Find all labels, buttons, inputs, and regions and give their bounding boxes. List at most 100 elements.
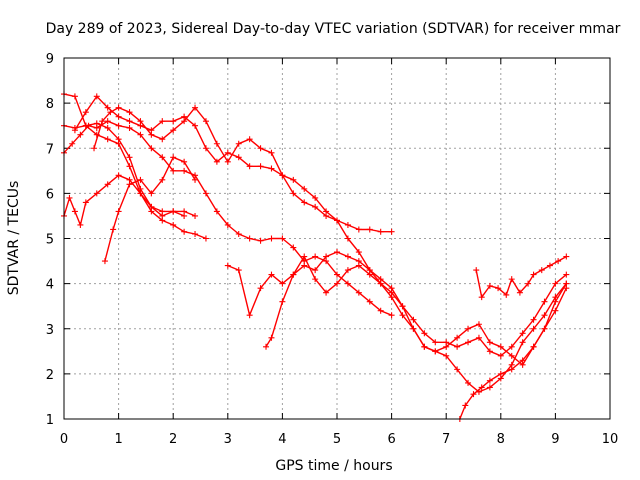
data-point-marker xyxy=(301,262,308,269)
y-axis-title: SDTVAR / TECUs xyxy=(6,181,22,296)
data-point-marker xyxy=(410,325,417,332)
data-point-marker xyxy=(148,127,155,134)
data-point-marker xyxy=(115,208,122,215)
data-point-marker xyxy=(192,212,199,219)
data-point-marker xyxy=(399,312,406,319)
data-point-marker xyxy=(202,235,209,242)
data-point-marker xyxy=(508,366,515,373)
data-point-marker xyxy=(192,104,199,111)
data-series xyxy=(61,91,570,422)
data-point-marker xyxy=(181,212,188,219)
data-point-marker xyxy=(257,145,264,152)
data-point-marker xyxy=(334,217,340,224)
data-point-marker xyxy=(213,208,220,215)
data-point-marker xyxy=(263,343,270,350)
data-point-marker xyxy=(541,298,548,305)
data-point-marker xyxy=(279,235,286,242)
data-point-marker xyxy=(126,154,133,161)
data-point-marker xyxy=(312,253,319,260)
data-point-marker xyxy=(246,312,253,319)
series-track-4 xyxy=(61,172,188,228)
data-point-marker xyxy=(235,140,242,147)
data-point-marker xyxy=(93,124,100,131)
data-point-marker xyxy=(478,384,485,391)
data-point-marker xyxy=(388,312,395,319)
data-point-marker xyxy=(519,330,526,337)
x-tick-label: 3 xyxy=(224,432,232,447)
data-point-marker xyxy=(312,276,319,283)
data-point-marker xyxy=(257,237,264,244)
data-point-marker xyxy=(115,172,122,179)
data-point-marker xyxy=(170,154,177,161)
data-point-marker xyxy=(115,136,122,143)
data-point-marker xyxy=(126,118,133,125)
data-point-marker xyxy=(192,230,199,237)
data-point-marker xyxy=(137,122,144,129)
data-point-marker xyxy=(503,291,510,298)
series-track-5 xyxy=(91,104,395,235)
data-point-marker xyxy=(465,325,472,332)
data-point-marker xyxy=(159,176,166,183)
x-tick-label: 4 xyxy=(278,432,286,447)
data-point-marker xyxy=(355,226,362,233)
data-point-marker xyxy=(486,339,493,346)
data-point-marker xyxy=(82,199,89,206)
data-point-marker xyxy=(538,267,545,274)
data-point-marker xyxy=(290,190,297,197)
data-point-marker xyxy=(465,379,472,386)
data-point-marker xyxy=(93,93,100,100)
data-point-marker xyxy=(246,136,253,143)
series-track-11 xyxy=(473,253,570,301)
series-line xyxy=(63,120,393,316)
data-point-marker xyxy=(77,131,84,138)
data-point-marker xyxy=(137,190,144,197)
series-line xyxy=(74,95,567,357)
data-point-marker xyxy=(486,384,493,391)
data-point-marker xyxy=(301,185,308,192)
data-point-marker xyxy=(344,253,351,260)
data-point-marker xyxy=(279,298,286,305)
data-point-marker xyxy=(137,131,144,138)
data-point-marker xyxy=(170,221,177,228)
data-point-marker xyxy=(192,122,199,129)
data-point-marker xyxy=(82,109,89,116)
x-axis-title: GPS time / hours xyxy=(275,458,392,474)
data-point-marker xyxy=(497,352,504,359)
data-point-marker xyxy=(115,113,122,120)
data-point-marker xyxy=(497,370,504,377)
x-tick-label: 2 xyxy=(169,432,177,447)
data-point-marker xyxy=(85,122,92,129)
data-point-marker xyxy=(541,325,548,332)
data-point-marker xyxy=(170,127,177,134)
data-point-marker xyxy=(552,307,559,314)
data-point-marker xyxy=(432,348,439,355)
data-point-marker xyxy=(91,145,98,152)
data-point-marker xyxy=(454,334,461,341)
data-point-marker xyxy=(268,334,275,341)
data-point-marker xyxy=(69,140,76,147)
data-point-marker xyxy=(432,339,439,346)
data-point-marker xyxy=(224,262,231,269)
data-point-marker xyxy=(530,325,537,332)
data-point-marker xyxy=(563,253,570,260)
x-tick-labels: 0 1 2 3 4 5 6 7 8 9 10 xyxy=(60,432,618,447)
data-point-marker xyxy=(224,221,231,228)
data-point-marker xyxy=(257,285,264,292)
series-track-6 xyxy=(101,154,199,265)
data-point-marker xyxy=(126,163,133,170)
y-tick-label: 3 xyxy=(46,323,54,338)
x-tick-label: 1 xyxy=(114,432,122,447)
data-point-marker xyxy=(202,190,209,197)
data-point-marker xyxy=(519,339,526,346)
data-point-marker xyxy=(541,312,548,319)
data-point-marker xyxy=(224,149,231,156)
data-point-marker xyxy=(508,276,515,283)
data-point-marker xyxy=(170,118,177,125)
data-point-marker xyxy=(126,124,133,131)
data-point-marker xyxy=(465,339,472,346)
data-point-marker xyxy=(323,253,330,260)
data-point-marker xyxy=(137,176,144,183)
data-point-marker xyxy=(344,280,351,287)
series-line xyxy=(265,255,567,393)
